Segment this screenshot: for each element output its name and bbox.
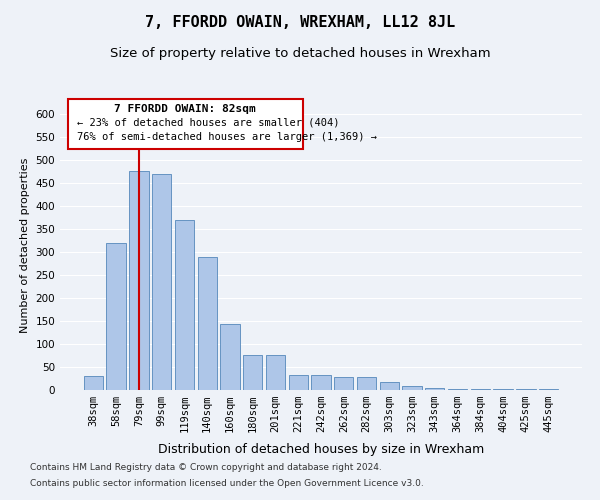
- X-axis label: Distribution of detached houses by size in Wrexham: Distribution of detached houses by size …: [158, 444, 484, 456]
- Bar: [425, 388, 445, 390]
- Bar: [152, 174, 172, 390]
- Text: 76% of semi-detached houses are larger (1,369) →: 76% of semi-detached houses are larger (…: [77, 132, 377, 142]
- Bar: [129, 172, 149, 390]
- Y-axis label: Number of detached properties: Number of detached properties: [20, 158, 30, 332]
- Bar: [539, 388, 558, 390]
- Bar: [266, 355, 285, 390]
- Bar: [175, 220, 194, 390]
- Bar: [380, 382, 399, 390]
- Bar: [84, 376, 103, 390]
- Bar: [289, 376, 308, 390]
- Text: 7 FFORDD OWAIN: 82sqm: 7 FFORDD OWAIN: 82sqm: [115, 104, 256, 115]
- Bar: [448, 388, 467, 390]
- Text: Size of property relative to detached houses in Wrexham: Size of property relative to detached ho…: [110, 48, 490, 60]
- Bar: [197, 258, 217, 390]
- Text: Contains public sector information licensed under the Open Government Licence v3: Contains public sector information licen…: [30, 478, 424, 488]
- Bar: [243, 355, 262, 390]
- Bar: [470, 389, 490, 390]
- Bar: [311, 376, 331, 390]
- FancyBboxPatch shape: [68, 98, 303, 150]
- Bar: [357, 376, 376, 390]
- Bar: [220, 324, 239, 390]
- Text: Contains HM Land Registry data © Crown copyright and database right 2024.: Contains HM Land Registry data © Crown c…: [30, 464, 382, 472]
- Bar: [493, 389, 513, 390]
- Bar: [516, 389, 536, 390]
- Bar: [106, 242, 126, 390]
- Bar: [334, 376, 353, 390]
- Text: ← 23% of detached houses are smaller (404): ← 23% of detached houses are smaller (40…: [77, 118, 339, 128]
- Text: 7, FFORDD OWAIN, WREXHAM, LL12 8JL: 7, FFORDD OWAIN, WREXHAM, LL12 8JL: [145, 15, 455, 30]
- Bar: [403, 386, 422, 390]
